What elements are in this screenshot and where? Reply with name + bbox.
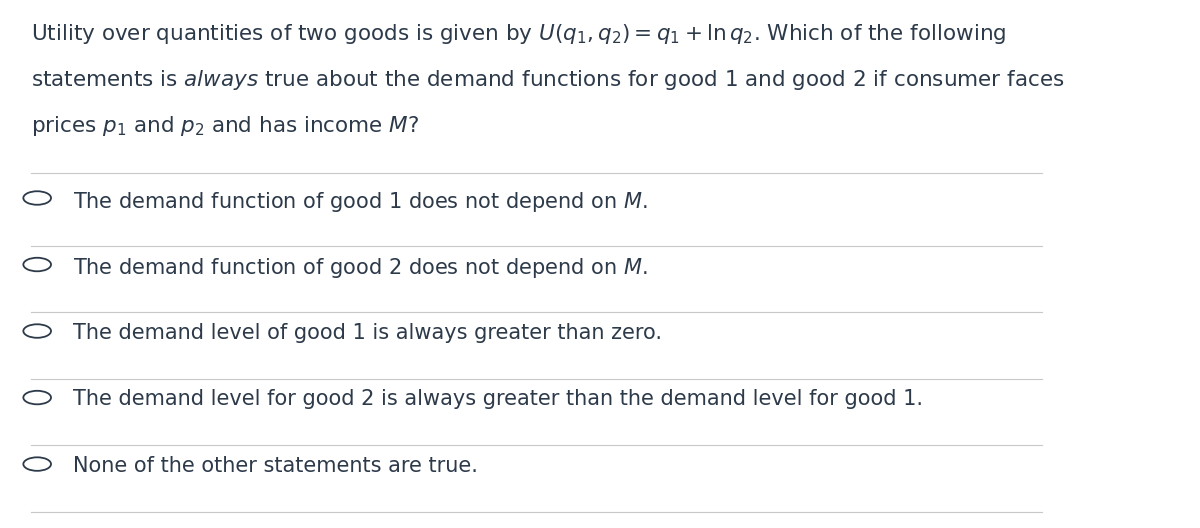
Text: The demand function of good 1 does not depend on $M$.: The demand function of good 1 does not d… <box>73 190 648 214</box>
Text: The demand level of good 1 is always greater than zero.: The demand level of good 1 is always gre… <box>73 323 662 343</box>
Text: Utility over quantities of two goods is given by $U(q_1, q_2) = q_1 + \ln q_2$. : Utility over quantities of two goods is … <box>31 22 1006 46</box>
Text: prices $p_1$ and $p_2$ and has income $M$?: prices $p_1$ and $p_2$ and has income $M… <box>31 114 419 138</box>
Text: The demand level for good 2 is always greater than the demand level for good 1.: The demand level for good 2 is always gr… <box>73 389 923 409</box>
Text: None of the other statements are true.: None of the other statements are true. <box>73 456 479 476</box>
Text: The demand function of good 2 does not depend on $M$.: The demand function of good 2 does not d… <box>73 256 648 280</box>
Text: statements is $\it{always}$ true about the demand functions for good 1 and good : statements is $\it{always}$ true about t… <box>31 68 1064 92</box>
